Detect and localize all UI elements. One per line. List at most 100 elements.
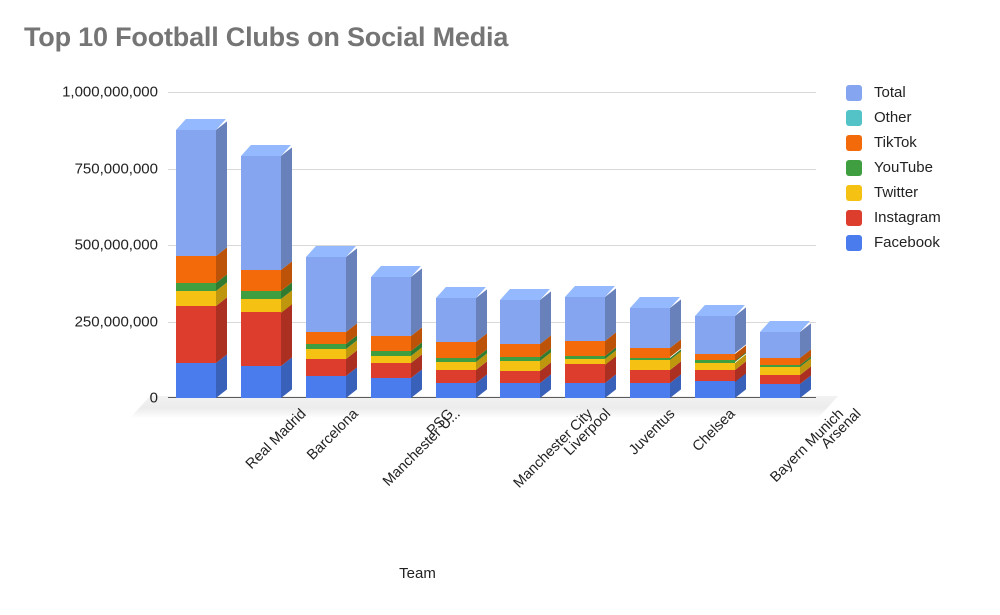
bar-segment-facebook[interactable] (435, 374, 487, 398)
gridline (168, 321, 816, 323)
bar-segment-instagram[interactable] (435, 361, 487, 383)
bar-segment-instagram[interactable] (176, 297, 228, 363)
bar-column[interactable] (370, 92, 422, 398)
bar-segment-tiktok[interactable] (435, 333, 487, 358)
segment-face (241, 298, 282, 313)
bar-segment-youtube[interactable] (759, 356, 811, 368)
segment-face (176, 256, 217, 283)
bar-segment-instagram[interactable] (306, 350, 357, 376)
bar-segment-youtube[interactable] (306, 335, 357, 350)
legend-item[interactable]: YouTube (846, 155, 1000, 180)
segment-face (176, 306, 217, 363)
bar-column[interactable] (694, 92, 746, 398)
bar-segment-total[interactable] (759, 321, 811, 358)
bar-segment-instagram[interactable] (565, 355, 617, 384)
bar-column[interactable] (241, 92, 293, 398)
segment-face (630, 357, 670, 361)
bar-segment-youtube[interactable] (241, 282, 293, 299)
bar-segment-total[interactable] (435, 286, 487, 343)
bar-segment-tiktok[interactable] (759, 349, 811, 365)
segment-face (694, 360, 735, 363)
bar-segment-youtube[interactable] (435, 349, 487, 362)
legend-item[interactable]: TikTok (846, 130, 1000, 155)
legend-item[interactable]: Twitter (846, 180, 1000, 205)
bar-column[interactable] (565, 92, 617, 398)
bar-segment-total[interactable] (565, 286, 617, 341)
bar-segment-facebook[interactable] (370, 369, 422, 398)
segment-face (565, 340, 606, 356)
legend-item[interactable]: Other (846, 105, 1000, 130)
bar-segment-facebook[interactable] (500, 374, 552, 398)
bar-segment-facebook[interactable] (306, 367, 357, 398)
bar-segment-facebook[interactable] (176, 354, 228, 398)
bar-segment-twitter[interactable] (565, 350, 617, 365)
segment-side-3d (346, 248, 357, 333)
bar-segment-instagram[interactable] (370, 354, 422, 379)
bar-segment-twitter[interactable] (759, 358, 811, 376)
bar-segment-youtube[interactable] (500, 348, 552, 362)
segment-face (694, 369, 735, 382)
bar-segment-twitter[interactable] (435, 353, 487, 370)
bar-segment-twitter[interactable] (306, 340, 357, 360)
bar-segment-total[interactable] (306, 246, 357, 333)
segment-face (370, 362, 411, 379)
legend-swatch-total (846, 84, 862, 101)
bar-segment-tiktok[interactable] (370, 327, 422, 351)
bar-segment-tiktok[interactable] (630, 339, 681, 358)
plot-area (168, 92, 816, 398)
x-axis-tick-label: Barcelona (304, 406, 362, 464)
bar-segment-tiktok[interactable] (176, 247, 228, 283)
bar-segment-total[interactable] (694, 305, 746, 354)
bar-segment-facebook[interactable] (694, 372, 746, 398)
bar-segment-youtube[interactable] (176, 274, 228, 291)
bar-segment-youtube[interactable] (630, 349, 681, 361)
y-axis-tick-label: 1,000,000,000 (62, 83, 158, 101)
bar-column[interactable] (435, 92, 487, 398)
bar-segment-twitter[interactable] (370, 347, 422, 363)
segment-side-3d (475, 289, 487, 343)
bar-segment-youtube[interactable] (565, 347, 617, 359)
bar-segment-twitter[interactable] (630, 351, 681, 370)
legend-item[interactable]: Facebook (846, 230, 1000, 255)
bar-segment-youtube[interactable] (694, 351, 746, 363)
bar-segment-total[interactable] (241, 145, 293, 270)
legend-item[interactable]: Total (846, 80, 1000, 105)
segment-face (435, 297, 476, 343)
bar-column[interactable] (306, 92, 357, 398)
bar-segment-tiktok[interactable] (565, 332, 617, 356)
bar-segment-twitter[interactable] (241, 289, 293, 313)
segment-face (241, 290, 282, 299)
bar-segment-instagram[interactable] (500, 362, 552, 384)
bar-column[interactable] (500, 92, 552, 398)
axis-baseline (168, 396, 816, 398)
bar-series-container (168, 92, 816, 398)
bar-segment-tiktok[interactable] (306, 323, 357, 345)
legend-label: Facebook (874, 234, 940, 251)
bar-segment-twitter[interactable] (176, 282, 228, 307)
bar-segment-facebook[interactable] (241, 357, 293, 398)
bar-segment-instagram[interactable] (241, 303, 293, 366)
bar-segment-instagram[interactable] (694, 360, 746, 382)
bar-segment-tiktok[interactable] (500, 335, 552, 358)
legend-item[interactable]: Instagram (846, 205, 1000, 230)
bar-segment-facebook[interactable] (565, 374, 617, 398)
bar-segment-total[interactable] (630, 297, 681, 349)
bar-segment-youtube[interactable] (370, 342, 422, 356)
bar-segment-twitter[interactable] (500, 352, 552, 372)
legend-swatch-facebook (846, 234, 862, 251)
bar-column[interactable] (176, 92, 228, 398)
bar-column[interactable] (759, 92, 811, 398)
bar-segment-tiktok[interactable] (694, 345, 746, 361)
bar-segment-total[interactable] (500, 289, 552, 345)
bar-segment-total[interactable] (176, 119, 228, 257)
x-axis-title-text: Team (399, 565, 436, 582)
segment-face (565, 358, 606, 365)
bar-segment-twitter[interactable] (694, 354, 746, 370)
bar-segment-instagram[interactable] (759, 366, 811, 385)
bar-segment-total[interactable] (370, 266, 422, 336)
bar-segment-instagram[interactable] (630, 361, 681, 383)
bar-column[interactable] (630, 92, 681, 398)
bar-segment-facebook[interactable] (759, 375, 811, 398)
bar-segment-tiktok[interactable] (241, 261, 293, 291)
bar-segment-facebook[interactable] (630, 374, 681, 398)
